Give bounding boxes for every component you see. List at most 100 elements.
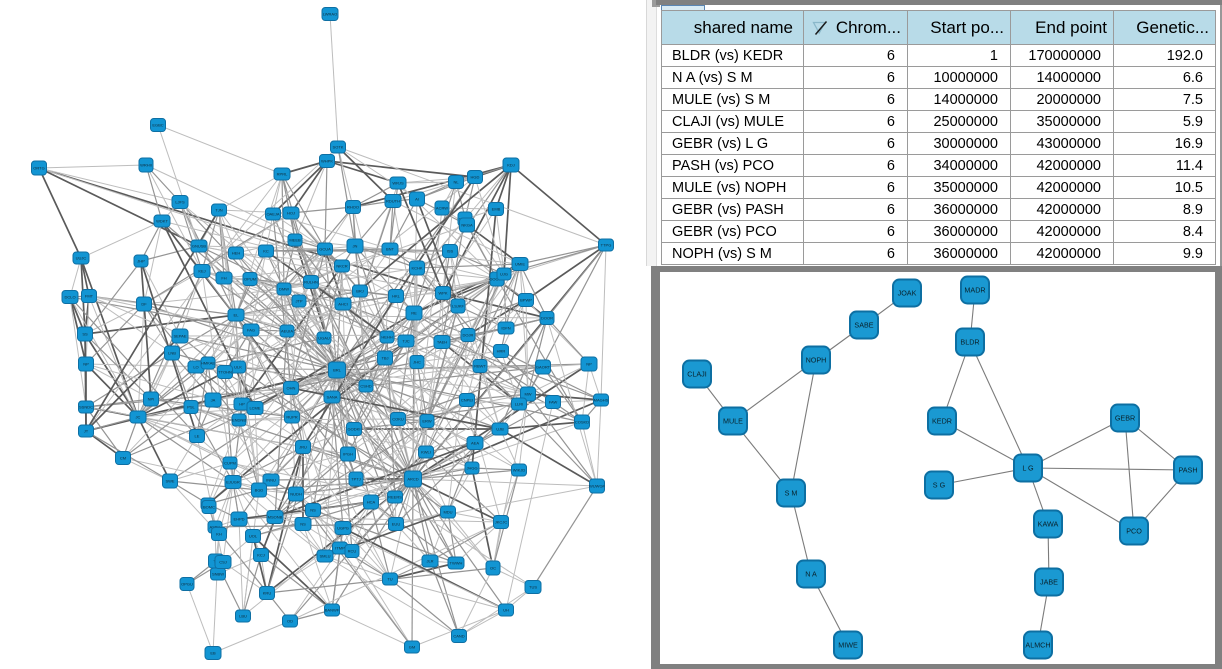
svg-text:UOL: UOL xyxy=(249,534,258,539)
svg-text:SWE: SWE xyxy=(165,479,174,484)
svg-text:DOJR: DOJR xyxy=(463,333,474,338)
svg-text:EL: EL xyxy=(234,313,240,318)
svg-text:NP: NP xyxy=(586,362,592,367)
svg-text:GM: GM xyxy=(409,645,415,650)
svg-text:GNUSB: GNUSB xyxy=(192,244,207,249)
svg-text:CAND: CAND xyxy=(453,634,464,639)
svg-text:CNPEI: CNPEI xyxy=(461,398,473,403)
svg-text:UMIE: UMIE xyxy=(515,262,525,267)
svg-text:NS: NS xyxy=(300,522,306,527)
svg-text:EHPD: EHPD xyxy=(233,517,244,522)
svg-text:GCUA: GCUA xyxy=(319,247,331,252)
svg-text:JC: JC xyxy=(136,415,141,420)
svg-text:UUJC: UUJC xyxy=(76,256,87,261)
svg-text:DOOR: DOOR xyxy=(541,316,553,321)
svg-text:CUPM: CUPM xyxy=(224,461,236,466)
svg-text:JABE: JABE xyxy=(1040,578,1058,587)
svg-text:ENDNB: ENDNB xyxy=(232,418,246,423)
svg-text:TUS: TUS xyxy=(529,585,537,590)
svg-text:KCHK: KCHK xyxy=(411,266,422,271)
svg-text:LJFS: LJFS xyxy=(175,200,185,205)
svg-text:PASH: PASH xyxy=(1178,466,1197,475)
svg-text:SEPAE: SEPAE xyxy=(173,334,186,339)
svg-text:KEJ: KEJ xyxy=(198,269,205,274)
svg-text:LE: LE xyxy=(195,434,200,439)
svg-text:IDFN: IDFN xyxy=(501,326,510,331)
svg-text:UH: UH xyxy=(503,608,509,613)
svg-text:JA: JA xyxy=(211,398,216,403)
svg-text:SANA: SANA xyxy=(327,395,338,400)
svg-text:CSJ: CSJ xyxy=(219,560,227,565)
svg-text:OHN: OHN xyxy=(287,386,296,391)
svg-text:LSJKF: LSJKF xyxy=(452,304,465,309)
svg-text:ULK: ULK xyxy=(234,365,242,370)
svg-text:BRJ: BRJ xyxy=(356,289,364,294)
svg-text:SMLU: SMLU xyxy=(319,554,330,559)
svg-text:CM: CM xyxy=(120,456,126,461)
svg-text:MSONB: MSONB xyxy=(268,515,283,520)
svg-text:NP: NP xyxy=(83,362,89,367)
svg-text:PSL: PSL xyxy=(187,405,195,410)
svg-text:KRU: KRU xyxy=(263,591,272,596)
svg-text:GAORT: GAORT xyxy=(536,365,551,370)
svg-text:JHGG: JHGG xyxy=(466,466,477,471)
svg-text:NKGA: NKGA xyxy=(461,223,473,228)
svg-text:KH: KH xyxy=(216,532,222,537)
svg-text:AEUIA: AEUIA xyxy=(281,329,293,334)
svg-text:LNB: LNB xyxy=(168,351,176,356)
svg-text:L G: L G xyxy=(1022,464,1034,473)
svg-text:CLAJI: CLAJI xyxy=(687,370,707,379)
svg-text:AHCI: AHCI xyxy=(338,302,348,307)
svg-text:OAEJA: OAEJA xyxy=(266,212,279,217)
svg-text:JOAK: JOAK xyxy=(898,289,917,298)
svg-text:HCA: HCA xyxy=(367,500,376,505)
svg-text:NUDH: NUDH xyxy=(290,492,302,497)
svg-text:DCLO: DCLO xyxy=(64,295,75,300)
svg-text:LBU: LBU xyxy=(239,614,247,619)
svg-text:ISS: ISS xyxy=(447,249,454,254)
svg-text:RULHN: RULHN xyxy=(304,280,318,285)
svg-text:ITMP: ITMP xyxy=(335,546,345,551)
svg-text:IPGH: IPGH xyxy=(343,452,353,457)
svg-text:RDUTH: RDUTH xyxy=(386,199,400,204)
svg-text:NL: NL xyxy=(453,180,459,185)
svg-text:MDU: MDU xyxy=(443,510,452,515)
svg-text:MIWE: MIWE xyxy=(838,641,858,650)
svg-text:LWRAO: LWRAO xyxy=(323,12,337,17)
svg-text:EMB: EMB xyxy=(492,207,501,212)
svg-text:HEHH: HEHH xyxy=(381,335,392,340)
svg-text:FH: FH xyxy=(221,276,226,281)
svg-text:KEDR: KEDR xyxy=(932,417,952,426)
svg-text:BANWF: BANWF xyxy=(325,608,340,613)
svg-text:UJG: UJG xyxy=(500,272,508,277)
svg-text:ARCD: ARCD xyxy=(407,477,418,482)
svg-text:SNBW: SNBW xyxy=(212,572,224,577)
svg-text:JN: JN xyxy=(353,244,358,249)
svg-text:JHP: JHP xyxy=(137,259,145,264)
svg-text:S G: S G xyxy=(933,481,946,490)
svg-text:OD: OD xyxy=(287,619,293,624)
svg-text:RUPR: RUPR xyxy=(286,415,297,420)
svg-text:DF: DF xyxy=(141,302,147,307)
svg-text:TTOHN: TTOHN xyxy=(218,370,232,375)
svg-text:COKU: COKU xyxy=(392,417,404,422)
svg-text:NS: NS xyxy=(310,508,316,513)
svg-text:HP: HP xyxy=(239,402,245,407)
svg-text:SOTK: SOTK xyxy=(333,145,344,150)
svg-text:GODKI: GODKI xyxy=(348,427,361,432)
svg-text:INNU: INNU xyxy=(266,478,276,483)
svg-text:MEEB: MEEB xyxy=(289,238,301,243)
svg-text:UGPG: UGPG xyxy=(337,526,349,531)
svg-text:ACRW: ACRW xyxy=(436,206,448,211)
svg-text:SSNDC: SSNDC xyxy=(79,405,93,410)
svg-text:ORTG: ORTG xyxy=(33,166,44,171)
svg-text:UGAU: UGAU xyxy=(318,336,330,341)
svg-text:LCME: LCME xyxy=(249,406,260,411)
svg-text:KCJ: KCJ xyxy=(257,553,265,558)
svg-text:DMW: DMW xyxy=(279,287,289,292)
svg-text:N A: N A xyxy=(805,570,817,579)
svg-text:BOMC: BOMC xyxy=(203,505,215,510)
svg-text:CSHD: CSHD xyxy=(360,384,371,389)
svg-text:TJN: TJN xyxy=(215,208,222,213)
svg-text:WIKJD: WIKJD xyxy=(513,468,526,473)
